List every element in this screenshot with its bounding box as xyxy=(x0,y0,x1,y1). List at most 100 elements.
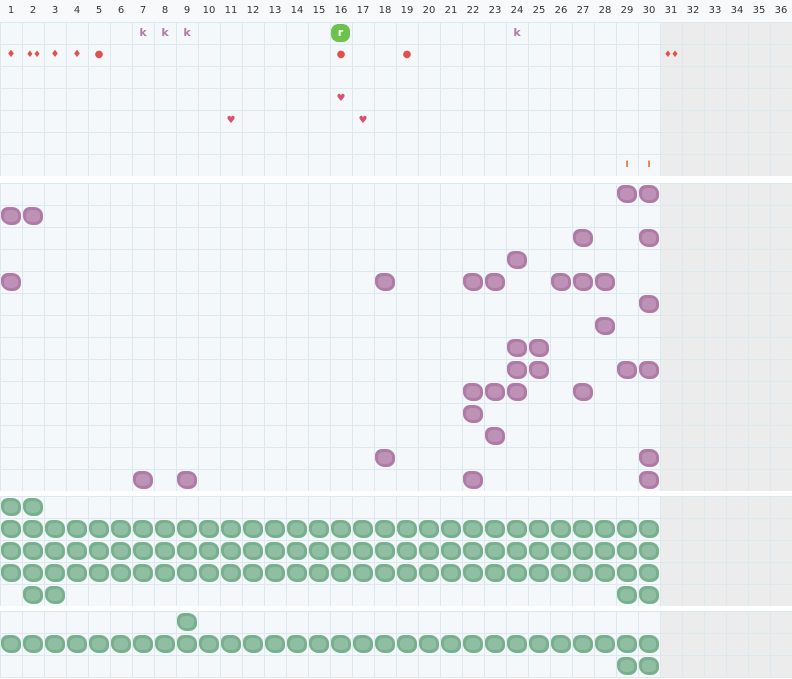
event-blob[interactable] xyxy=(243,542,263,560)
event-blob[interactable] xyxy=(639,295,659,313)
event-blob[interactable] xyxy=(551,564,571,582)
event-blob[interactable] xyxy=(1,273,21,291)
event-blob[interactable] xyxy=(507,564,527,582)
event-blob[interactable] xyxy=(23,635,43,653)
event-blob[interactable] xyxy=(397,520,417,538)
event-blob[interactable] xyxy=(617,542,637,560)
event-blob[interactable] xyxy=(353,635,373,653)
event-blob[interactable] xyxy=(639,229,659,247)
event-blob[interactable] xyxy=(155,635,175,653)
event-blob[interactable] xyxy=(485,542,505,560)
event-blob[interactable] xyxy=(89,542,109,560)
event-blob[interactable] xyxy=(23,520,43,538)
event-blob[interactable] xyxy=(617,361,637,379)
event-blob[interactable] xyxy=(155,564,175,582)
event-blob[interactable] xyxy=(639,564,659,582)
event-blob[interactable] xyxy=(441,564,461,582)
event-blob[interactable] xyxy=(23,542,43,560)
event-blob[interactable] xyxy=(309,635,329,653)
event-blob[interactable] xyxy=(265,635,285,653)
event-blob[interactable] xyxy=(375,635,395,653)
k-glyph[interactable]: k xyxy=(513,26,521,39)
event-blob[interactable] xyxy=(177,564,197,582)
event-blob[interactable] xyxy=(485,383,505,401)
event-blob[interactable] xyxy=(111,564,131,582)
event-blob[interactable] xyxy=(199,542,219,560)
event-blob[interactable] xyxy=(45,520,65,538)
event-blob[interactable] xyxy=(375,520,395,538)
event-blob[interactable] xyxy=(485,273,505,291)
event-blob[interactable] xyxy=(507,383,527,401)
event-blob[interactable] xyxy=(177,613,197,631)
event-blob[interactable] xyxy=(221,564,241,582)
event-blob[interactable] xyxy=(617,520,637,538)
event-blob[interactable] xyxy=(287,542,307,560)
event-blob[interactable] xyxy=(639,361,659,379)
event-blob[interactable] xyxy=(463,471,483,489)
event-blob[interactable] xyxy=(331,520,351,538)
event-blob[interactable] xyxy=(617,635,637,653)
event-blob[interactable] xyxy=(463,273,483,291)
event-blob[interactable] xyxy=(463,405,483,423)
event-blob[interactable] xyxy=(375,273,395,291)
event-blob[interactable] xyxy=(23,586,43,604)
event-blob[interactable] xyxy=(551,635,571,653)
k-glyph[interactable]: k xyxy=(139,26,147,39)
event-blob[interactable] xyxy=(397,635,417,653)
event-blob[interactable] xyxy=(199,635,219,653)
event-blob[interactable] xyxy=(397,542,417,560)
event-blob[interactable] xyxy=(243,520,263,538)
event-blob[interactable] xyxy=(45,586,65,604)
event-blob[interactable] xyxy=(529,339,549,357)
event-blob[interactable] xyxy=(177,635,197,653)
event-blob[interactable] xyxy=(287,564,307,582)
event-blob[interactable] xyxy=(177,471,197,489)
tick-icon[interactable]: I xyxy=(647,160,651,170)
event-blob[interactable] xyxy=(177,542,197,560)
event-blob[interactable] xyxy=(507,251,527,269)
event-blob[interactable] xyxy=(595,635,615,653)
event-blob[interactable] xyxy=(573,383,593,401)
event-blob[interactable] xyxy=(573,229,593,247)
event-blob[interactable] xyxy=(309,564,329,582)
event-blob[interactable] xyxy=(507,520,527,538)
event-blob[interactable] xyxy=(485,520,505,538)
event-blob[interactable] xyxy=(463,635,483,653)
dot-icon[interactable]: ● xyxy=(94,49,104,60)
event-blob[interactable] xyxy=(573,520,593,538)
event-blob[interactable] xyxy=(331,542,351,560)
event-blob[interactable] xyxy=(595,520,615,538)
event-blob[interactable] xyxy=(639,449,659,467)
event-blob[interactable] xyxy=(419,520,439,538)
event-blob[interactable] xyxy=(1,542,21,560)
r-badge[interactable]: r xyxy=(331,24,350,42)
double-drop-icon[interactable]: ♦♦ xyxy=(663,50,679,60)
event-blob[interactable] xyxy=(353,520,373,538)
event-blob[interactable] xyxy=(133,542,153,560)
event-blob[interactable] xyxy=(595,542,615,560)
event-blob[interactable] xyxy=(573,564,593,582)
event-blob[interactable] xyxy=(375,564,395,582)
event-blob[interactable] xyxy=(89,520,109,538)
event-blob[interactable] xyxy=(243,564,263,582)
drop-icon[interactable]: ♦ xyxy=(72,49,82,60)
event-blob[interactable] xyxy=(529,542,549,560)
event-blob[interactable] xyxy=(45,564,65,582)
k-glyph[interactable]: k xyxy=(183,26,191,39)
event-blob[interactable] xyxy=(23,207,43,225)
event-blob[interactable] xyxy=(617,586,637,604)
event-blob[interactable] xyxy=(463,542,483,560)
drop-icon[interactable]: ♦ xyxy=(6,49,16,60)
event-blob[interactable] xyxy=(331,635,351,653)
event-blob[interactable] xyxy=(221,635,241,653)
heart-icon[interactable]: ♥ xyxy=(336,93,346,104)
event-blob[interactable] xyxy=(639,185,659,203)
event-blob[interactable] xyxy=(507,339,527,357)
event-blob[interactable] xyxy=(23,498,43,516)
event-blob[interactable] xyxy=(485,427,505,445)
event-blob[interactable] xyxy=(441,542,461,560)
event-blob[interactable] xyxy=(617,564,637,582)
event-blob[interactable] xyxy=(551,542,571,560)
event-blob[interactable] xyxy=(45,635,65,653)
event-blob[interactable] xyxy=(309,520,329,538)
